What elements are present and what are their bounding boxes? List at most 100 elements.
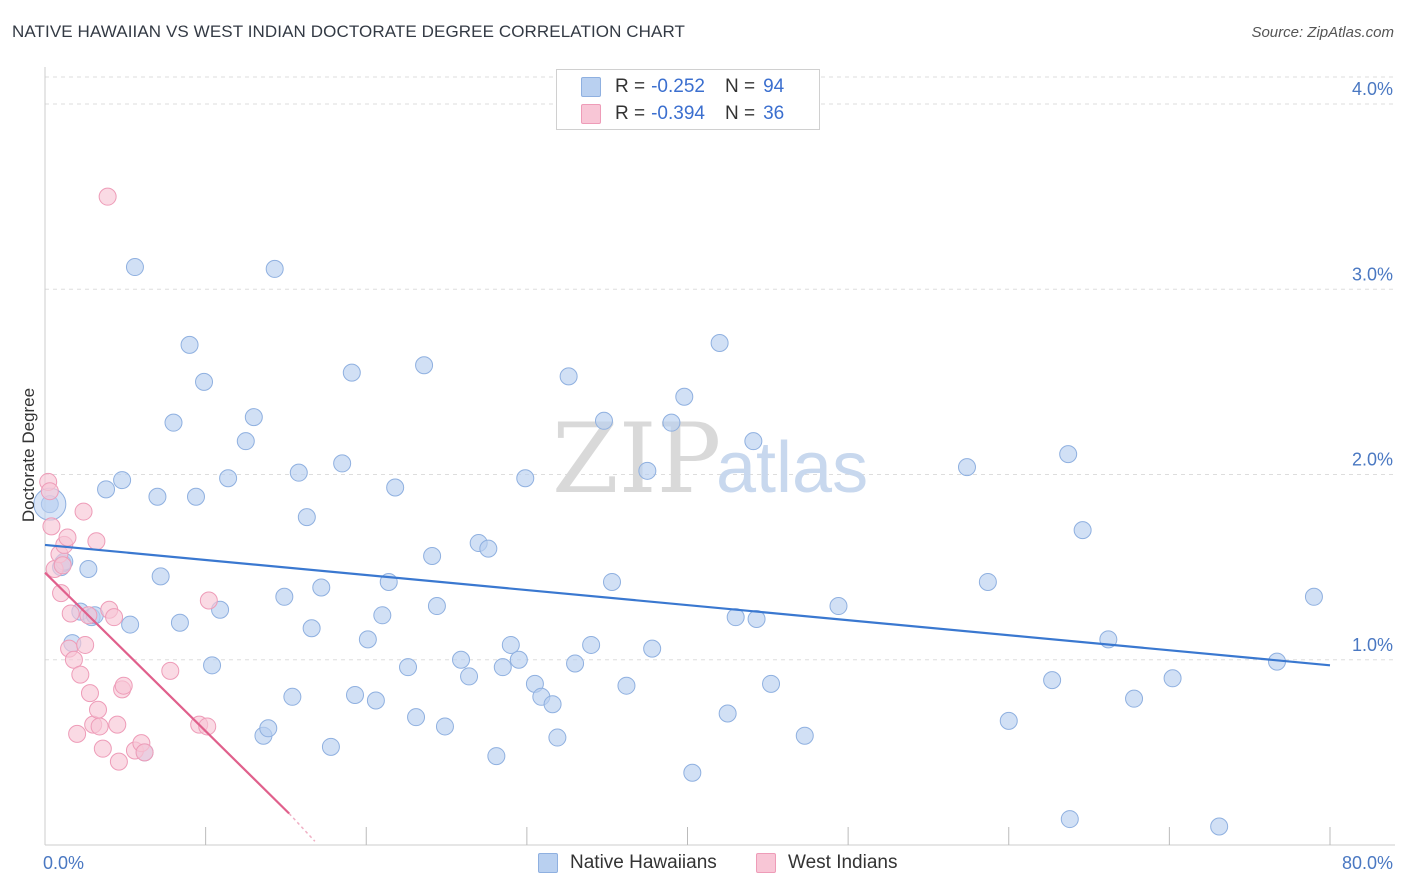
native-hawaiians-point xyxy=(180,335,199,354)
legend-r-label: R = xyxy=(615,76,646,97)
native-hawaiians-point xyxy=(582,635,601,654)
native-hawaiians-point xyxy=(399,658,418,677)
bottom-legend-swatch-pink xyxy=(756,853,776,873)
native-hawaiians-point xyxy=(435,717,454,736)
legend-swatch-pink xyxy=(581,104,601,124)
legend-r-value: -0.394 xyxy=(651,103,705,124)
native-hawaiians-point xyxy=(283,687,302,706)
west-indians-point xyxy=(42,517,61,536)
native-hawaiians-point xyxy=(358,630,377,649)
west-indians-point xyxy=(64,650,83,669)
west-indians-point xyxy=(87,532,106,551)
native-hawaiians-point xyxy=(683,763,702,782)
west-indians-point xyxy=(98,187,117,206)
correlation-legend: R = -0.252 N = 94 R = -0.394 N = 36 xyxy=(556,69,820,130)
native-hawaiians-point xyxy=(427,597,446,616)
west-indians-point xyxy=(93,739,112,758)
west-indians-point xyxy=(61,604,80,623)
native-hawaiians-point xyxy=(1163,669,1182,688)
y-tick-label: 3.0% xyxy=(1352,264,1393,284)
native-hawaiians-point xyxy=(415,356,434,375)
native-hawaiians-point xyxy=(548,728,567,747)
watermark-atlas: atlas xyxy=(716,428,868,508)
native-hawaiians-point xyxy=(289,463,308,482)
native-hawaiians-point xyxy=(275,587,294,606)
native-hawaiians-point xyxy=(1125,689,1144,708)
native-hawaiians-point xyxy=(386,478,405,497)
west-indians-point xyxy=(105,608,124,627)
native-hawaiians-trend-line xyxy=(44,543,1331,667)
native-hawaiians-point xyxy=(710,334,729,353)
gridlines xyxy=(45,76,1395,661)
native-hawaiians-point xyxy=(342,363,361,382)
native-hawaiians-point xyxy=(1304,587,1323,606)
chart-title: NATIVE HAWAIIAN VS WEST INDIAN DOCTORATE… xyxy=(12,22,686,41)
axes xyxy=(44,67,1395,846)
west-indians-point xyxy=(90,717,109,736)
native-hawaiians-point xyxy=(170,613,189,632)
west-indians-trend-extension xyxy=(288,813,316,842)
native-hawaiians-point xyxy=(978,572,997,591)
native-hawaiians-point xyxy=(617,676,636,695)
native-hawaiians-point xyxy=(829,597,848,616)
native-hawaiians-point xyxy=(452,650,471,669)
native-hawaiians-point xyxy=(97,480,116,499)
native-hawaiians-point xyxy=(407,708,426,727)
west-indians-point xyxy=(74,502,93,521)
bottom-legend-native-hawaiians: Native Hawaiians xyxy=(538,852,717,874)
west-indians-point xyxy=(76,635,95,654)
native-hawaiians-point xyxy=(675,387,694,406)
native-hawaiians-point xyxy=(121,615,140,634)
native-hawaiians-point xyxy=(762,674,781,693)
x-tick-label-max: 80.0% xyxy=(1342,853,1393,873)
native-hawaiians-point xyxy=(509,650,528,669)
legend-n-value: 94 xyxy=(763,76,785,97)
native-hawaiians-point xyxy=(662,413,681,432)
west-indians-point xyxy=(58,528,77,547)
legend-n-value: 36 xyxy=(763,103,785,124)
native-hawaiians-point xyxy=(265,259,284,278)
native-hawaiians-point xyxy=(643,639,662,658)
native-hawaiians-point xyxy=(151,567,170,586)
native-hawaiians-point xyxy=(321,737,340,756)
native-hawaiians-point xyxy=(236,432,255,451)
native-hawaiians-point xyxy=(186,487,205,506)
native-hawaiians-point xyxy=(744,432,763,451)
native-hawaiians-point xyxy=(1059,445,1078,464)
west-indians-point xyxy=(71,665,90,684)
west-indians-point xyxy=(135,743,154,762)
native-hawaiians-point xyxy=(594,411,613,430)
native-hawaiians-point xyxy=(1060,810,1079,829)
native-hawaiians-point xyxy=(373,606,392,625)
native-hawaiians-point xyxy=(566,654,585,673)
west-indians-point xyxy=(89,700,108,719)
native-hawaiians-point xyxy=(302,619,321,638)
bottom-legend-label: West Indians xyxy=(788,852,898,873)
native-hawaiians-point xyxy=(718,704,737,723)
west-indians-point xyxy=(52,584,71,603)
trend-lines xyxy=(44,543,1331,842)
native-hawaiians-point xyxy=(543,695,562,714)
tick-labels: 1.0% 2.0% 3.0% 4.0% 0.0% 80.0% xyxy=(43,79,1393,873)
legend-n-label: N = xyxy=(724,76,756,97)
native-hawaiians-point xyxy=(312,578,331,597)
bottom-legend-swatch-blue xyxy=(538,853,558,873)
native-hawaiians-point xyxy=(333,454,352,473)
bottom-legend-west-indians: West Indians xyxy=(756,852,897,874)
west-indians-points xyxy=(39,187,218,771)
legend-r-value: -0.252 xyxy=(651,76,705,97)
west-indians-point xyxy=(161,661,180,680)
y-axis-label: Doctorate Degree xyxy=(19,388,38,522)
west-indians-point xyxy=(199,591,218,610)
native-hawaiians-points xyxy=(33,258,1323,836)
native-hawaiians-point xyxy=(366,691,385,710)
native-hawaiians-point xyxy=(203,656,222,675)
legend-n-label: N = xyxy=(724,103,756,124)
native-hawaiians-point xyxy=(1210,817,1229,836)
west-indians-point xyxy=(53,556,72,575)
west-indians-point xyxy=(108,715,127,734)
native-hawaiians-point xyxy=(113,471,132,490)
y-tick-label: 2.0% xyxy=(1352,450,1393,470)
native-hawaiians-point xyxy=(638,461,657,480)
